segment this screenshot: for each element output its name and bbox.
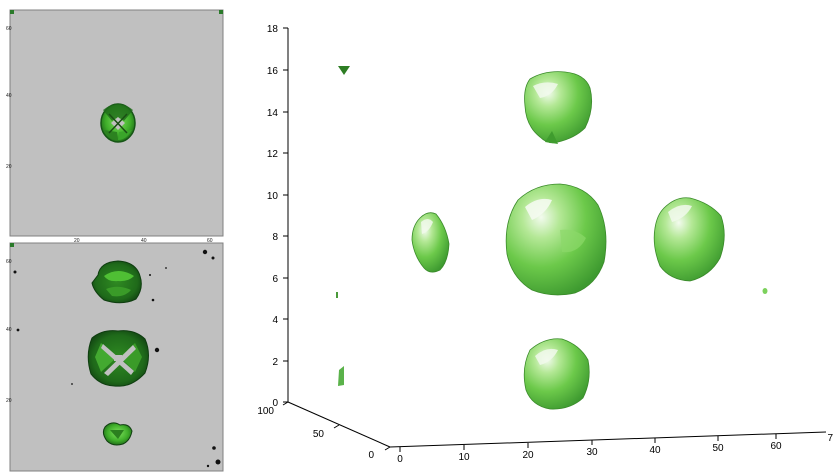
blob-right: [653, 197, 725, 282]
fragment-sliver: [336, 292, 338, 298]
bottom-left-blob-bottom: [102, 422, 133, 446]
tl-ytick-1: 40: [6, 93, 12, 99]
x-tick-label-20: 20: [522, 450, 534, 461]
bottom-left-blob-middle: [87, 330, 149, 387]
corner-mark: [219, 10, 223, 14]
top-left-panel: 60 40 20 20 40 60: [6, 9, 224, 244]
z-tick-label-14: 14: [267, 108, 279, 119]
x-axis-line: [389, 431, 827, 448]
fragment-bottom-left: [338, 366, 344, 386]
z-tick-label-4: 4: [272, 315, 278, 326]
x-tick-label-7: 7: [827, 433, 833, 444]
y-tick-label-50: 50: [313, 429, 325, 440]
tl-xtick-0: 20: [74, 238, 80, 244]
fragment-triangle: [338, 66, 350, 75]
top-left-blob: [100, 103, 136, 143]
z-tick-label-12: 12: [267, 149, 279, 160]
tl-ytick-0: 60: [6, 26, 12, 32]
bl-ytick-1: 40: [6, 327, 12, 333]
x-ticks: [399, 434, 777, 452]
fragment-right: [762, 288, 768, 294]
x-tick-label-40: 40: [649, 445, 661, 456]
blob-top: [524, 71, 593, 144]
blob-center: [505, 183, 607, 296]
x-tick-label-10: 10: [458, 452, 470, 463]
blob-left: [411, 212, 450, 273]
x-tick-label-0: 0: [397, 454, 403, 465]
bl-ytick-0: 60: [6, 259, 12, 265]
bottom-left-panel: 60 40 20: [6, 242, 224, 472]
z-tick-label-18: 18: [267, 24, 279, 35]
z-ticks: [283, 27, 288, 403]
z-tick-label-10: 10: [267, 191, 279, 202]
noise-specks: [13, 249, 221, 468]
x-tick-label-60: 60: [770, 441, 782, 452]
tl-ytick-2: 20: [6, 164, 12, 170]
y-tick-label-0: 0: [368, 450, 374, 461]
z-tick-label-0: 0: [272, 398, 278, 409]
tl-xtick-2: 60: [207, 238, 213, 244]
blob-bottom: [523, 338, 590, 410]
bl-ytick-2: 20: [6, 398, 12, 404]
x-tick-label-50: 50: [712, 443, 724, 454]
plot3d: 0 2 4 6 8 10 12 14 16 18 100 50 0 0 10 2…: [257, 24, 833, 465]
tl-xtick-1: 40: [141, 238, 147, 244]
z-tick-label-6: 6: [272, 274, 278, 285]
z-tick-label-2: 2: [272, 357, 278, 368]
corner-mark: [10, 243, 14, 247]
y-axis-line: [287, 401, 391, 448]
x-tick-label-30: 30: [586, 447, 598, 458]
bottom-left-blob-top: [91, 260, 142, 304]
z-tick-label-16: 16: [267, 66, 279, 77]
z-tick-label-8: 8: [272, 232, 278, 243]
corner-mark: [10, 10, 14, 14]
y-tick-label-100: 100: [257, 406, 274, 417]
